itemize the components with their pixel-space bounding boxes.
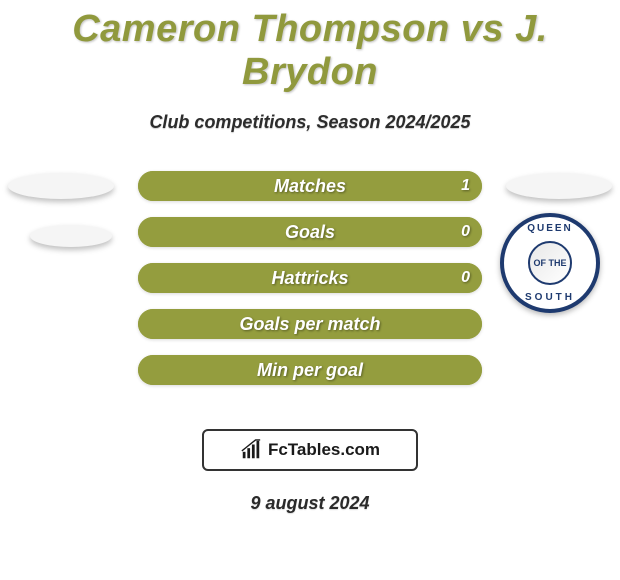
- right-player-badge-1: [506, 173, 612, 199]
- left-player-badge-2: [30, 225, 112, 247]
- stat-value-right: 0: [461, 217, 470, 247]
- stat-row: Hattricks0: [138, 263, 482, 293]
- stat-row: Min per goal: [138, 355, 482, 385]
- stat-bar-right: [310, 217, 482, 247]
- stat-value-right: 0: [461, 263, 470, 293]
- stat-bar-left: [138, 263, 310, 293]
- stat-bar-left: [138, 309, 310, 339]
- stat-bar-left: [138, 171, 310, 201]
- stat-row: Goals per match: [138, 309, 482, 339]
- comparison-chart: QUEEN OF THE SOUTH Matches1 Goals0 Hattric…: [0, 171, 620, 411]
- crest-text-bottom: SOUTH: [525, 292, 575, 303]
- stat-rows: Matches1 Goals0 Hattricks0 Goals per match M…: [138, 171, 482, 401]
- stat-bar-right: [310, 309, 482, 339]
- page-title: Cameron Thompson vs J. Brydon: [0, 0, 620, 94]
- stat-bar-right: [310, 171, 482, 201]
- stat-value-right: 1: [461, 171, 470, 201]
- chart-icon: [240, 439, 262, 461]
- subtitle: Club competitions, Season 2024/2025: [0, 112, 620, 133]
- brand-text: FcTables.com: [268, 440, 380, 460]
- brand-badge: FcTables.com: [202, 429, 418, 471]
- crest-inner: OF THE: [528, 241, 572, 285]
- stat-row: Matches1: [138, 171, 482, 201]
- stat-bar-right: [310, 355, 482, 385]
- stat-bar-left: [138, 217, 310, 247]
- stat-row: Goals0: [138, 217, 482, 247]
- left-player-badge-1: [8, 173, 114, 199]
- stat-bar-right: [310, 263, 482, 293]
- crest-text-top: QUEEN: [527, 223, 573, 234]
- right-club-crest: QUEEN OF THE SOUTH: [500, 213, 600, 313]
- date-label: 9 august 2024: [0, 493, 620, 514]
- stat-bar-left: [138, 355, 310, 385]
